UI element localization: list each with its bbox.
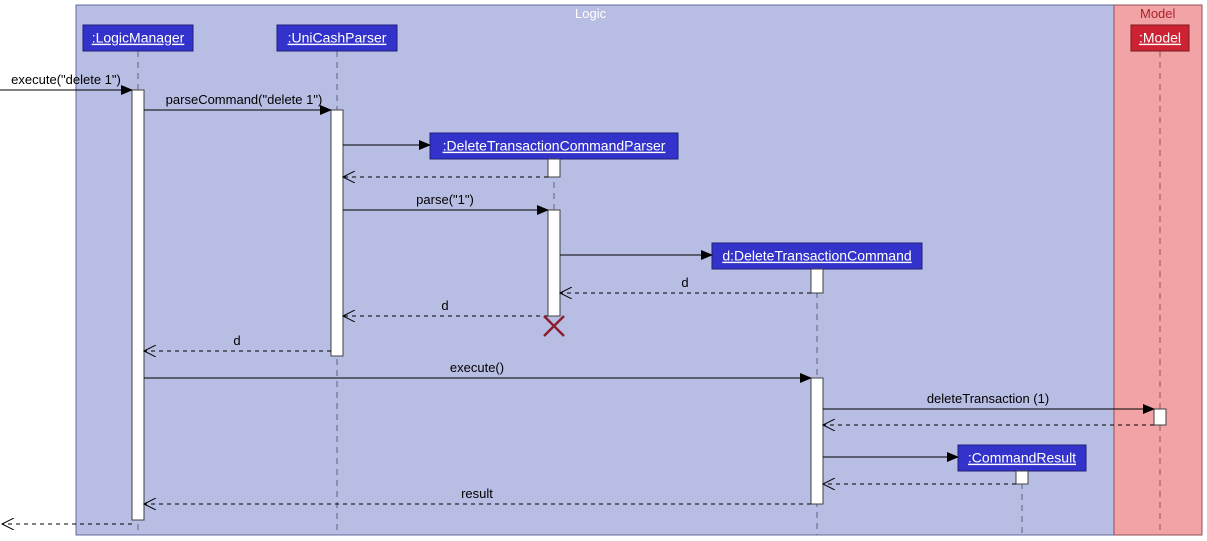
participant-logicmanager: :LogicManager	[83, 25, 193, 51]
msg-parse1-label: parse("1")	[416, 192, 474, 207]
participant-commandresult: :CommandResult	[958, 445, 1086, 471]
activation-logicmanager	[132, 90, 144, 520]
activation-commandresult	[1016, 471, 1028, 484]
msg-return-d1-label: d	[681, 275, 688, 290]
activation-deletecommand-2	[811, 378, 823, 504]
msg-execute-delete1-label: execute("delete 1")	[11, 72, 121, 87]
region-logic-label: Logic	[575, 6, 607, 21]
region-model	[1114, 5, 1202, 535]
svg-text::LogicManager: :LogicManager	[92, 30, 185, 46]
msg-return-d2-label: d	[441, 298, 448, 313]
participant-deletecommand: d:DeleteTransactionCommand	[712, 243, 922, 269]
svg-text::UniCashParser: :UniCashParser	[288, 30, 387, 46]
msg-execute-label: execute()	[450, 360, 504, 375]
msg-result-label: result	[461, 486, 493, 501]
activation-deletecommand-1	[811, 269, 823, 293]
msg-deletetransaction-label: deleteTransaction (1)	[927, 391, 1049, 406]
region-model-label: Model	[1140, 6, 1176, 21]
svg-text:d:DeleteTransactionCommand: d:DeleteTransactionCommand	[722, 248, 911, 264]
activation-deleteparser-1	[548, 159, 560, 177]
msg-parsecommand-label: parseCommand("delete 1")	[166, 92, 323, 107]
svg-text::Model: :Model	[1139, 30, 1181, 46]
activation-deleteparser-2	[548, 210, 560, 316]
activation-unicashparser	[331, 110, 343, 356]
svg-text::CommandResult: :CommandResult	[968, 450, 1076, 466]
participant-model: :Model	[1131, 25, 1189, 51]
participant-unicashparser: :UniCashParser	[277, 25, 397, 51]
sequence-diagram: Logic Model :LogicManager :UniCashParser…	[0, 0, 1207, 541]
activation-model	[1154, 409, 1166, 425]
participant-deleteparser: :DeleteTransactionCommandParser	[430, 133, 678, 159]
msg-return-d3-label: d	[233, 333, 240, 348]
svg-text::DeleteTransactionCommandParse: :DeleteTransactionCommandParser	[443, 138, 666, 154]
